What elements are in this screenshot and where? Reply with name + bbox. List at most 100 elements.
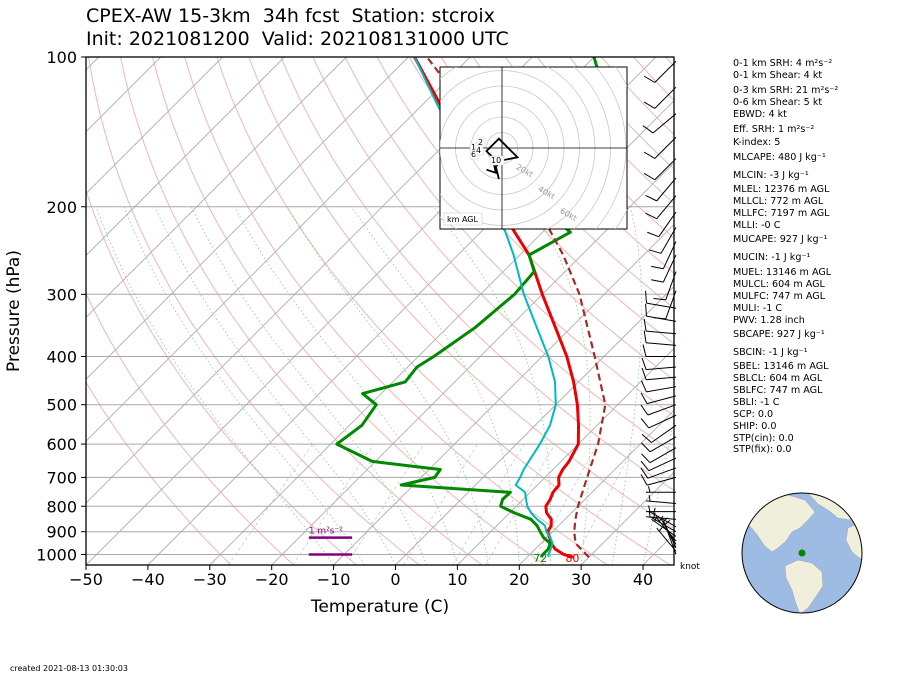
barb-half-flag <box>654 515 658 522</box>
barb-flag <box>643 75 656 83</box>
skewt-plot-area: 1 m²s⁻² 72 80 knot <box>86 57 700 572</box>
barb-staff <box>654 86 677 109</box>
barb-flag <box>640 418 650 429</box>
surface-temperature-label: 80 <box>565 552 579 565</box>
index-line: SBLCL: 604 m AGL <box>733 373 823 384</box>
wind-barb <box>643 318 677 335</box>
y-tick-label: 200 <box>46 198 77 217</box>
wind-barb <box>641 424 677 443</box>
hodograph-corner-label: km AGL <box>447 215 479 224</box>
x-tick-label: −30 <box>193 570 227 589</box>
barb-flag <box>647 231 659 238</box>
index-line: MLLFC: 7197 m AGL <box>733 208 830 219</box>
barb-staff <box>656 527 677 552</box>
index-line: MUCIN: -1 J kg⁻¹ <box>733 252 811 263</box>
barb-flag <box>641 434 652 443</box>
barb-staff <box>656 177 677 202</box>
mixing-ratio-line <box>228 443 313 565</box>
wind-barb <box>645 290 677 309</box>
barb-flag <box>641 442 651 453</box>
skewt-axes: −50 −40 −30 −20 −10 0 10 20 30 40 100 200 300 400 500 6… <box>4 48 675 617</box>
barb-staff <box>662 254 677 283</box>
isotherm <box>86 57 347 319</box>
index-line: 0-3 km SRH: 21 m²s⁻² <box>733 85 839 96</box>
barb-staff <box>646 302 677 309</box>
x-tick-label: −50 <box>69 570 103 589</box>
barb-staff <box>654 158 677 181</box>
wind-barb <box>653 271 677 301</box>
wind-barb <box>640 380 677 393</box>
index-line: STP(cin): 0.0 <box>733 433 794 444</box>
wind-barb <box>640 457 677 472</box>
moist-adiabat <box>642 418 674 565</box>
wind-barb <box>643 330 677 346</box>
barb-flag <box>640 467 649 479</box>
title-line-1: CPEX-AW 15-3km 34h fcst Station: stcroix <box>86 5 495 27</box>
moist-adiabat <box>351 206 520 565</box>
wind-barb <box>641 367 677 381</box>
barb-flag <box>648 249 662 254</box>
wind-barb <box>646 505 676 513</box>
index-line: SCP: 0.0 <box>733 409 774 420</box>
globe-outline <box>741 492 863 614</box>
wind-barb <box>643 86 677 109</box>
barb-staff <box>651 424 677 443</box>
barb-flag <box>641 357 647 370</box>
wind-barb <box>642 344 676 358</box>
barb-flag <box>653 297 666 301</box>
y-tick-label: 500 <box>46 396 77 415</box>
index-line: MULCL: 604 m AGL <box>733 279 825 290</box>
barb-staff <box>654 60 677 83</box>
wind-barbs <box>640 60 677 555</box>
wind-barb <box>641 436 677 453</box>
barb-flag <box>651 265 664 270</box>
barb-staff <box>662 241 677 269</box>
y-tick-label: 900 <box>46 523 77 542</box>
y-tick-label: 700 <box>46 468 77 487</box>
wind-barb <box>640 404 677 416</box>
x-tick-label: 30 <box>571 570 591 589</box>
x-tick-label: 0 <box>390 570 400 589</box>
wind-barb <box>640 467 677 479</box>
barb-flag <box>643 151 656 159</box>
barb-staff <box>665 271 677 300</box>
index-line: SBCIN: -1 J kg⁻¹ <box>733 347 808 358</box>
index-line: STP(fix): 0.0 <box>733 444 792 455</box>
mixing-ratio-line <box>452 443 525 565</box>
wind-barb <box>651 254 677 283</box>
hodograph-level-label: 4 <box>476 146 481 155</box>
location-globe <box>741 492 863 614</box>
wind-barb <box>651 515 677 537</box>
wind-barb <box>640 414 677 429</box>
isotherm <box>86 57 409 381</box>
index-line: MULFC: 747 m AGL <box>733 291 826 302</box>
isotherm <box>518 409 674 565</box>
barb-staff <box>654 136 677 159</box>
y-tick-label: 400 <box>46 348 77 367</box>
moist-adiabat <box>286 206 489 565</box>
index-line: MUCAPE: 927 J kg⁻¹ <box>733 234 828 245</box>
moist-adiabat <box>433 206 552 565</box>
barb-flag <box>645 303 647 317</box>
barb-half-flag <box>653 507 656 514</box>
x-tick-label: −20 <box>255 570 289 589</box>
index-line: MLCAPE: 480 J kg⁻¹ <box>733 152 826 163</box>
wind-barb <box>642 113 677 134</box>
index-line: PWV: 1.28 inch <box>733 315 805 326</box>
wind-barb <box>651 241 677 270</box>
wind-barb <box>647 211 677 238</box>
barb-flag <box>640 474 648 486</box>
wind-barb <box>649 507 677 528</box>
barb-staff <box>648 457 677 472</box>
barb-flag <box>640 380 647 393</box>
isotherm <box>457 347 674 565</box>
isotherm <box>86 57 162 133</box>
y-tick-label: 300 <box>46 285 77 304</box>
wind-barb <box>643 136 677 159</box>
barb-flag <box>641 453 651 464</box>
barb-flag <box>642 125 654 134</box>
barb-staff <box>656 195 677 219</box>
barb-flag <box>653 317 666 320</box>
barb-flag <box>643 330 647 343</box>
mixing-ratio-line <box>530 443 598 565</box>
